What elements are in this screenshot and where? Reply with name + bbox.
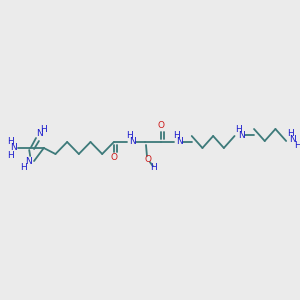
- Text: H: H: [235, 124, 242, 134]
- Text: N: N: [25, 158, 32, 166]
- Text: H: H: [294, 142, 300, 151]
- Text: H: H: [126, 131, 133, 140]
- Text: N: N: [290, 136, 296, 145]
- Text: H: H: [20, 163, 27, 172]
- Text: N: N: [37, 130, 43, 139]
- Text: N: N: [238, 130, 245, 140]
- Text: O: O: [110, 154, 117, 163]
- Text: H: H: [7, 136, 14, 146]
- Text: H: H: [173, 131, 179, 140]
- Text: N: N: [176, 137, 182, 146]
- Text: N: N: [10, 143, 17, 152]
- Text: N: N: [129, 137, 136, 146]
- Text: O: O: [144, 155, 152, 164]
- Text: O: O: [157, 122, 164, 130]
- Text: H: H: [287, 130, 293, 139]
- Text: H: H: [150, 163, 157, 172]
- Text: H: H: [40, 124, 47, 134]
- Text: H: H: [7, 151, 14, 160]
